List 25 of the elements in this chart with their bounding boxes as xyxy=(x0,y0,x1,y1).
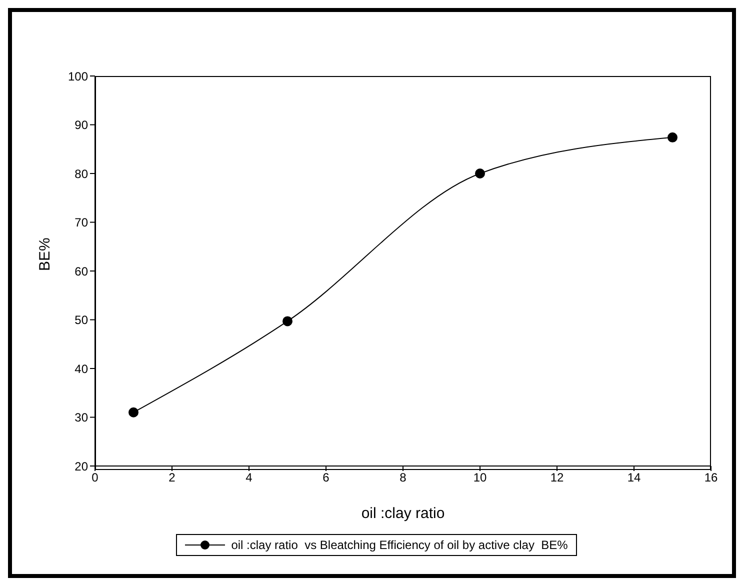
y-tick-label: 30 xyxy=(74,410,88,425)
x-tick-label: 14 xyxy=(627,470,641,485)
legend-label: oil :clay ratio vs Bleatching Efficiency of oil by active clay BE% xyxy=(231,538,568,552)
x-tick-label: 6 xyxy=(322,470,330,485)
y-axis-title: BE% xyxy=(36,238,54,271)
y-tick-label: 50 xyxy=(74,313,88,328)
x-tick-label: 8 xyxy=(400,470,407,485)
y-tick-label: 100 xyxy=(68,69,88,84)
x-tick-label: 2 xyxy=(168,470,176,485)
y-tick-label: 60 xyxy=(74,264,88,278)
x-tick-label: 10 xyxy=(473,470,487,485)
y-tick-label: 40 xyxy=(74,362,88,376)
y-tick-label: 20 xyxy=(74,459,88,474)
x-tick-label: 4 xyxy=(246,470,253,485)
x-axis-title: oil :clay ratio xyxy=(361,505,445,522)
y-tick-label: 70 xyxy=(74,216,88,230)
point xyxy=(668,132,678,142)
point xyxy=(475,168,485,178)
x-tick-label: 12 xyxy=(550,470,564,485)
y-tick-label: 80 xyxy=(74,166,88,181)
y-tick-label: 90 xyxy=(74,118,88,132)
x-tick-label: 16 xyxy=(704,470,718,485)
x-tick-label: 0 xyxy=(92,470,99,485)
point xyxy=(128,407,138,418)
point xyxy=(282,316,292,326)
